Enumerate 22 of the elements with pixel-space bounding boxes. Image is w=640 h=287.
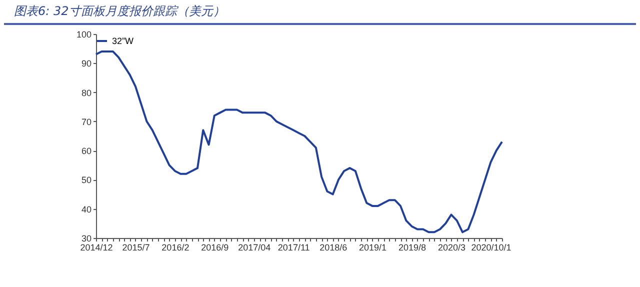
x-tick-label: 2015/7 bbox=[122, 242, 150, 252]
x-tick-label: 2016/9 bbox=[201, 242, 229, 252]
y-tick-label: 100 bbox=[76, 30, 92, 40]
y-tick-label: 80 bbox=[81, 88, 92, 98]
series-label: 32”W bbox=[112, 36, 134, 46]
y-tick-label: 70 bbox=[81, 116, 92, 127]
x-tick-label: 2016/2 bbox=[162, 242, 190, 252]
y-tick-label: 90 bbox=[81, 58, 92, 69]
chart-title: 图表6: 32寸面板月度报价跟踪（美元） bbox=[4, 0, 636, 25]
x-tick-label: 2017/11 bbox=[278, 242, 310, 252]
y-tick-label: 60 bbox=[81, 146, 92, 156]
y-tick-label: 40 bbox=[81, 204, 92, 214]
line-series bbox=[95, 50, 503, 234]
x-tick-label: 2020/3 bbox=[438, 242, 466, 252]
x-tick-label: 2020/10/1 bbox=[471, 242, 512, 252]
y-tick-label: 50 bbox=[81, 175, 92, 186]
x-tick-label: 2017/04 bbox=[238, 242, 271, 252]
x-tick-label: 2014/12 bbox=[80, 242, 113, 252]
x-tick-label: 2019/8 bbox=[398, 242, 426, 252]
y-tick-label: 30 bbox=[81, 234, 92, 244]
x-tick-label: 2019/1 bbox=[359, 242, 387, 252]
x-tick-label: 2018/6 bbox=[320, 242, 348, 252]
